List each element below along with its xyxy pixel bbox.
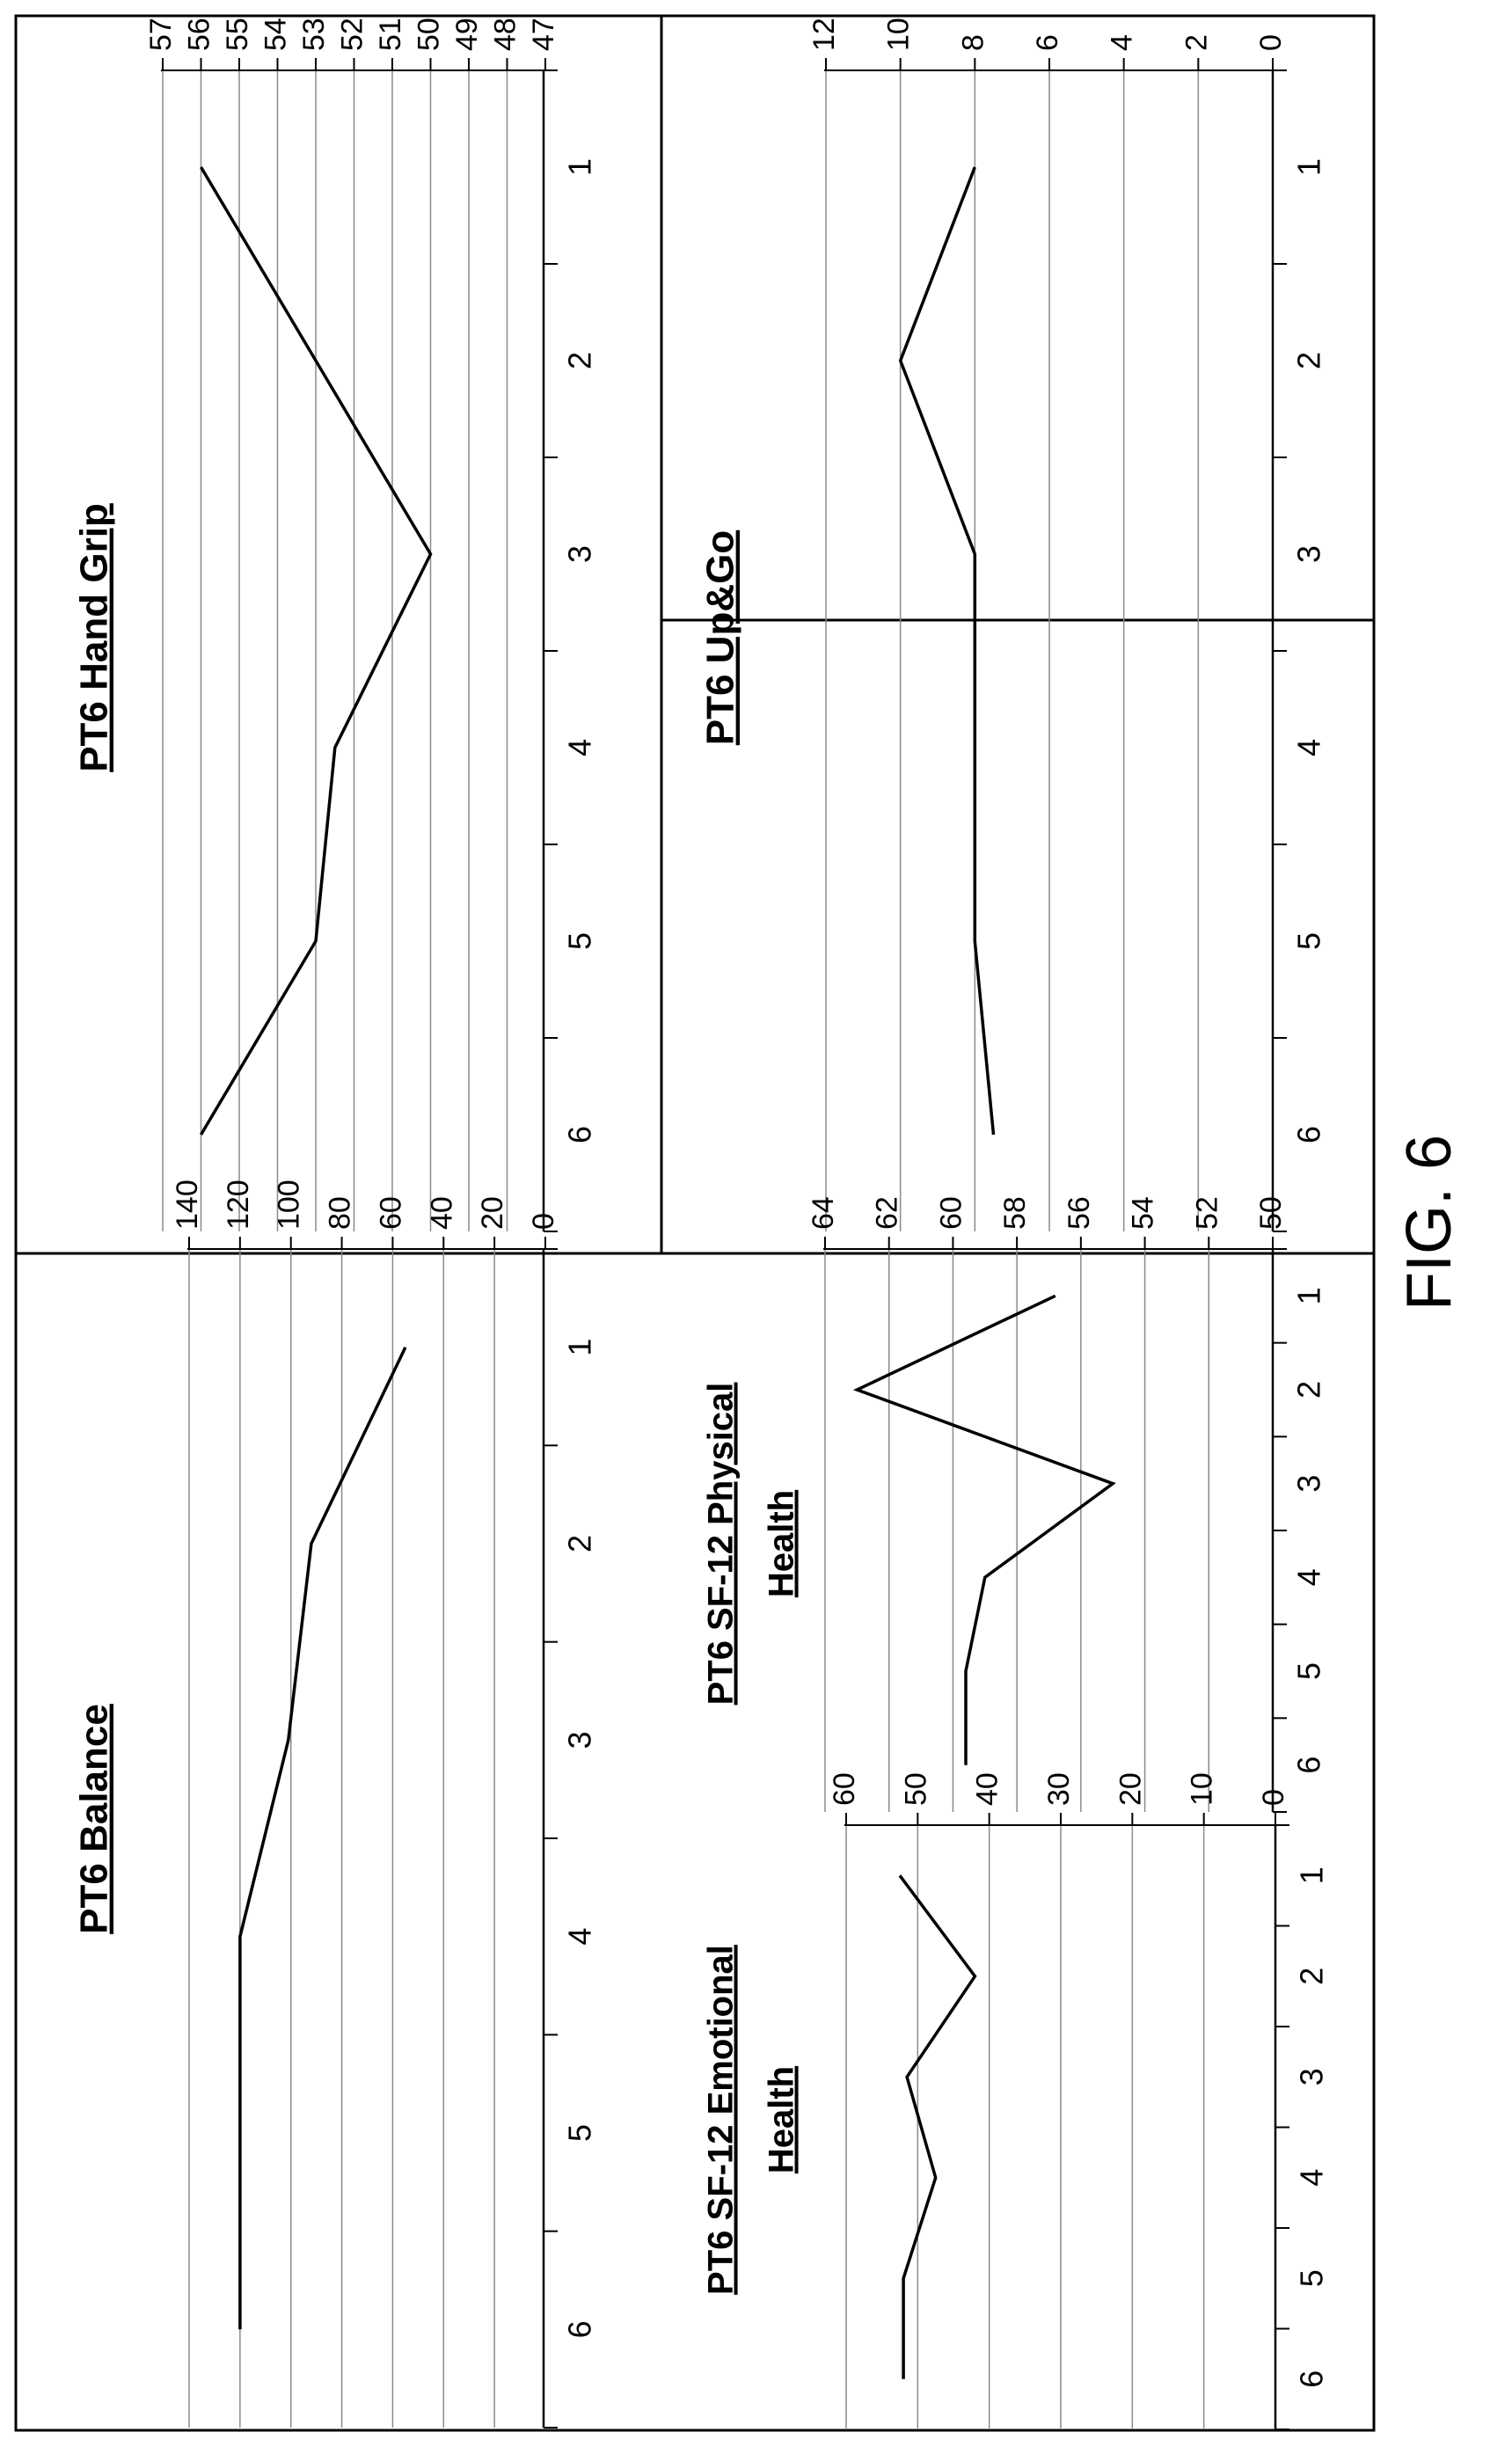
x-tick-label: 6 [562,1126,598,1143]
x-tick-label: 6 [562,2320,598,2338]
y-tick-label: 120 [222,1180,255,1230]
y-tick-label: 100 [273,1180,306,1230]
x-tick-label: 4 [1294,2169,1330,2187]
y-tick-label: 0 [1254,34,1288,51]
x-tick-label: 3 [562,545,598,563]
series-line [898,166,996,1136]
y-tick-label: 12 [807,18,841,51]
x-tick-label: 3 [562,1731,598,1749]
x-tick-label: 1 [1291,158,1327,176]
y-tick-label: 10 [882,18,916,51]
chart-title: PT6 SF-12 Physical [702,1383,741,1706]
chart-emotional: 0 10 20 30 40 50 60 1 2 3 4 5 6 PT6 SF-12 Emotional He… [702,1772,1330,2430]
y-tick-label: 60 [934,1196,968,1230]
x-tick-label: 1 [562,158,598,176]
y-tick-label: 0 [1257,1789,1290,1806]
x-tick-label: 1 [1291,1287,1327,1304]
x-tick-label: 5 [1294,2269,1330,2287]
x-tick-label: 4 [562,739,598,756]
y-tick-label: 49 [450,18,484,51]
chart-title: PT6 Hand Grip [73,503,116,772]
chart-title: PT6 SF-12 Emotional [702,1945,741,2295]
y-tick-label: 47 [527,18,560,51]
x-tick-label: 4 [1291,1568,1327,1586]
y-tick-label: 50 [899,1772,932,1806]
y-tick-label: 64 [807,1196,840,1230]
y-tick-label: 52 [335,18,369,51]
chart-title: Health [763,1490,801,1597]
y-tick-label: 40 [971,1772,1004,1806]
x-tick-label: 3 [1294,2068,1330,2085]
x-tick-label: 3 [1291,545,1327,563]
series-line [852,1294,1116,1765]
y-tick-label: 56 [182,18,215,51]
y-tick-label: 40 [425,1196,458,1230]
x-tick-label: 2 [562,1535,598,1552]
x-tick-label: 5 [562,932,598,950]
x-tick-label: 6 [1291,1126,1327,1143]
x-tick-label: 5 [1291,932,1327,950]
x-tick-label: 3 [1291,1475,1327,1493]
chart-title: Health [763,2066,801,2173]
x-tick-label: 4 [1291,739,1327,756]
y-tick-label: 48 [488,18,522,51]
figure-label: FIG. 6 [1394,1135,1465,1311]
y-tick-label: 8 [956,34,990,51]
y-tick-label: 55 [221,18,254,51]
y-tick-label: 53 [297,18,331,51]
y-tick-label: 10 [1186,1772,1219,1806]
y-tick-label: 20 [1114,1772,1147,1806]
y-tick-label: 2 [1180,34,1213,51]
chart-balance: 0 20 40 60 80 100 120 140 1 2 3 4 5 6 PT6 Balance [73,1180,598,2429]
y-tick-label: 6 [1031,34,1064,51]
x-tick-label: 5 [562,2124,598,2142]
x-tick-label: 1 [1294,1866,1330,1884]
y-tick-label: 30 [1042,1772,1076,1806]
y-tick-label: 57 [144,18,178,51]
x-tick-label: 2 [1294,1968,1330,1985]
y-tick-label: 58 [998,1196,1032,1230]
y-tick-label: 4 [1106,34,1139,51]
panel-frames [14,14,1376,2432]
y-tick-label: 80 [324,1196,357,1230]
y-tick-label: 60 [374,1196,407,1230]
y-tick-label: 56 [1063,1196,1096,1230]
x-tick-label: 2 [1291,352,1327,369]
x-tick-label: 6 [1294,2370,1330,2388]
outer-frame [14,14,1376,2432]
y-tick-label: 0 [527,1213,560,1230]
y-tick-label: 60 [828,1772,861,1806]
y-tick-label: 54 [259,18,292,51]
y-tick-label: 50 [1254,1196,1288,1230]
y-tick-label: 20 [476,1196,509,1230]
x-tick-label: 2 [1291,1381,1327,1399]
y-tick-label: 54 [1127,1196,1160,1230]
y-tick-label: 62 [871,1196,904,1230]
series-line [238,1346,407,2330]
chart-title: PT6 Balance [73,1704,116,1934]
series-line [898,1874,977,2379]
x-tick-label: 4 [562,1928,598,1946]
series-line [199,166,433,1136]
x-tick-label: 5 [1291,1662,1327,1680]
x-tick-label: 2 [562,352,598,369]
y-tick-label: 50 [412,18,445,51]
y-tick-label: 140 [171,1180,204,1230]
y-tick-label: 52 [1190,1196,1223,1230]
x-tick-label: 6 [1291,1757,1327,1774]
x-tick-label: 1 [562,1339,598,1356]
chart-title: PT6 Up&Go [699,530,742,745]
y-tick-label: 51 [374,18,407,51]
